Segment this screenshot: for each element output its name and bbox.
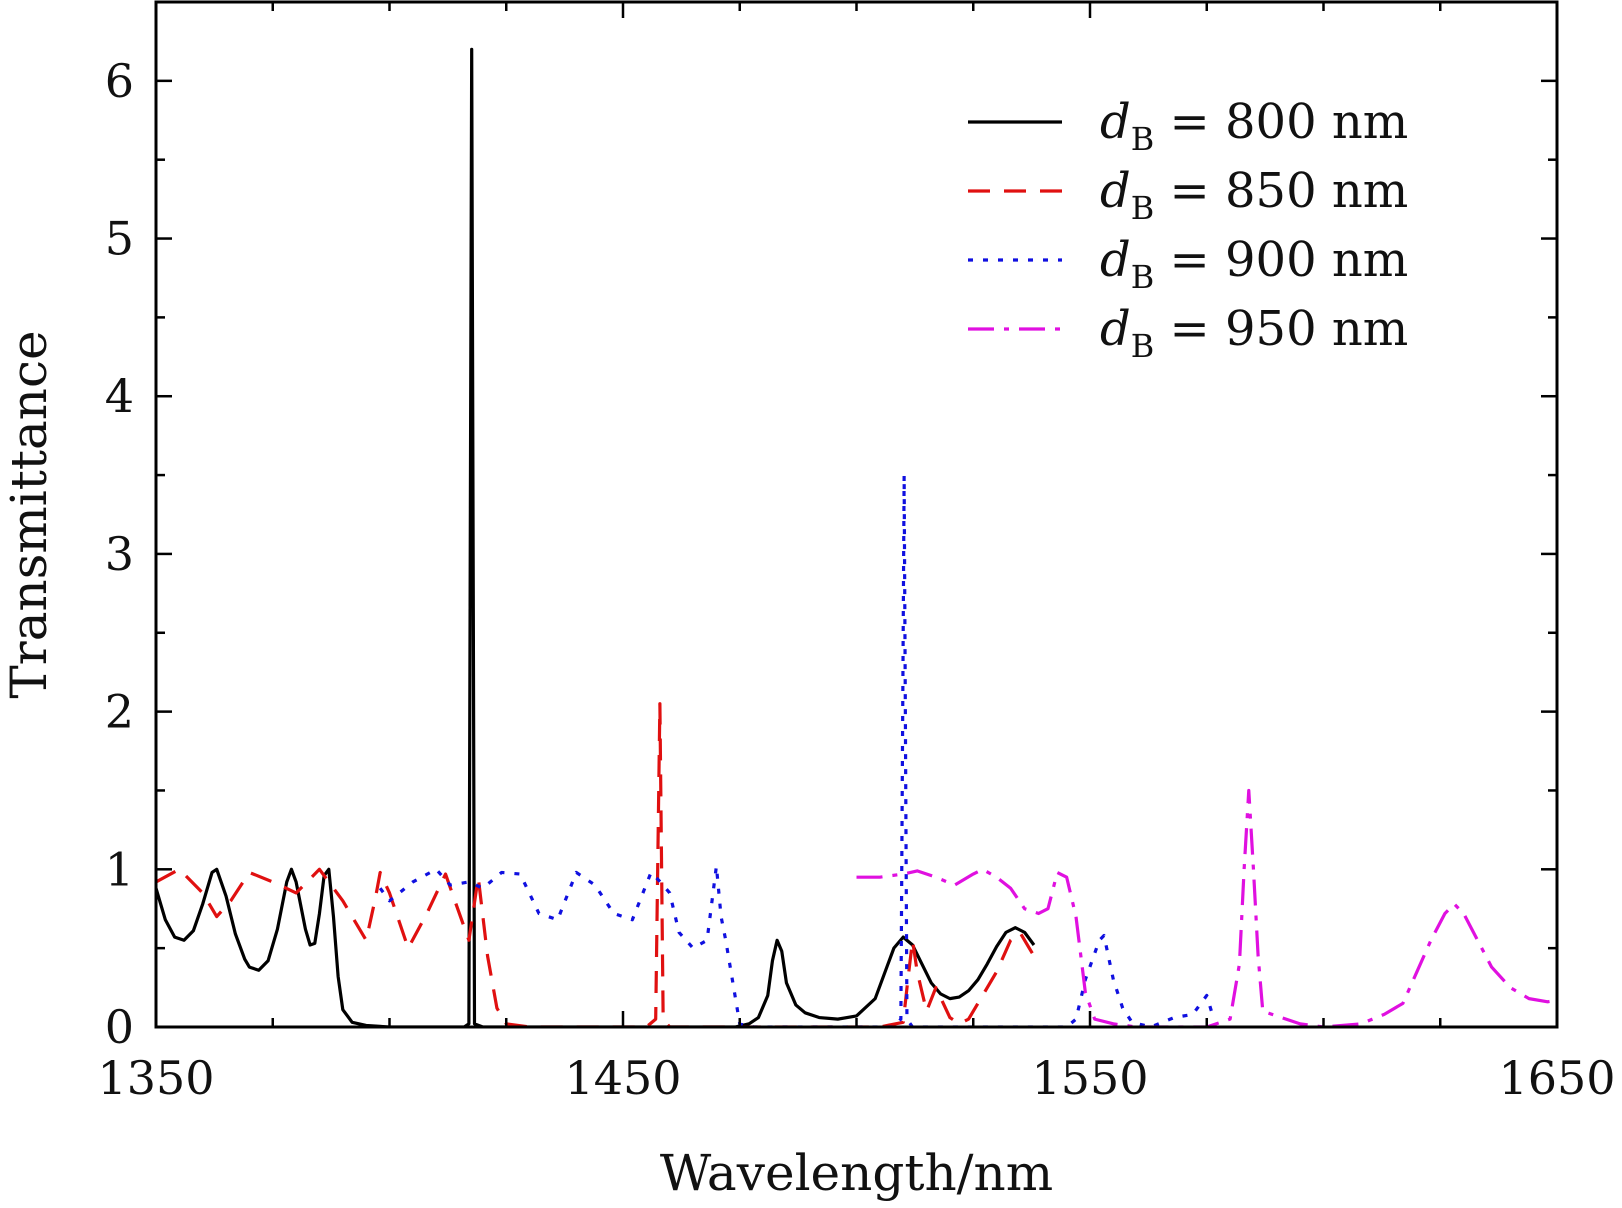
- x-axis-title: Wavelength/nm: [660, 1144, 1053, 1202]
- y-tick-label: 3: [105, 527, 134, 581]
- legend-var: d: [1100, 232, 1131, 288]
- legend-label-3: dB = 950 nm: [1100, 301, 1408, 365]
- legend-label-2: dB = 900 nm: [1100, 232, 1408, 296]
- y-tick-label: 0: [105, 1000, 134, 1054]
- y-tick-label: 2: [105, 685, 134, 739]
- legend-subscript: B: [1131, 120, 1155, 158]
- series-line-3: [856, 788, 1557, 1027]
- legend-var: d: [1100, 301, 1131, 357]
- ticks-layer: [154, 0, 1559, 1029]
- legend-var: d: [1100, 94, 1131, 150]
- legend-subscript: B: [1131, 189, 1155, 227]
- y-tick-label: 6: [105, 54, 134, 108]
- x-tick-label: 1650: [1498, 1051, 1615, 1105]
- tick-labels-layer: 1350 1450 1550 1650 0 1 2 3 4 5 6: [97, 54, 1615, 1105]
- series-line-2: [378, 473, 1213, 1027]
- legend-label-0: dB = 800 nm: [1100, 94, 1408, 158]
- y-tick-label: 5: [105, 212, 134, 266]
- legend-label-1: dB = 850 nm: [1100, 163, 1408, 227]
- y-tick-label: 4: [105, 369, 134, 423]
- x-tick-label: 1550: [1031, 1051, 1148, 1105]
- legend-subscript: B: [1131, 327, 1155, 365]
- legend-value: = 900 nm: [1154, 232, 1408, 288]
- y-axis-title: Transmittance: [0, 330, 58, 698]
- legend-var: d: [1100, 163, 1131, 219]
- legend-subscript: B: [1131, 258, 1155, 296]
- legend-value: = 950 nm: [1154, 301, 1408, 357]
- x-tick-label: 1450: [564, 1051, 681, 1105]
- legend-value: = 850 nm: [1154, 163, 1408, 219]
- legend-value: = 800 nm: [1154, 94, 1408, 150]
- x-tick-label: 1350: [97, 1051, 214, 1105]
- y-tick-label: 1: [105, 842, 134, 896]
- series-line-0: [156, 47, 1036, 1027]
